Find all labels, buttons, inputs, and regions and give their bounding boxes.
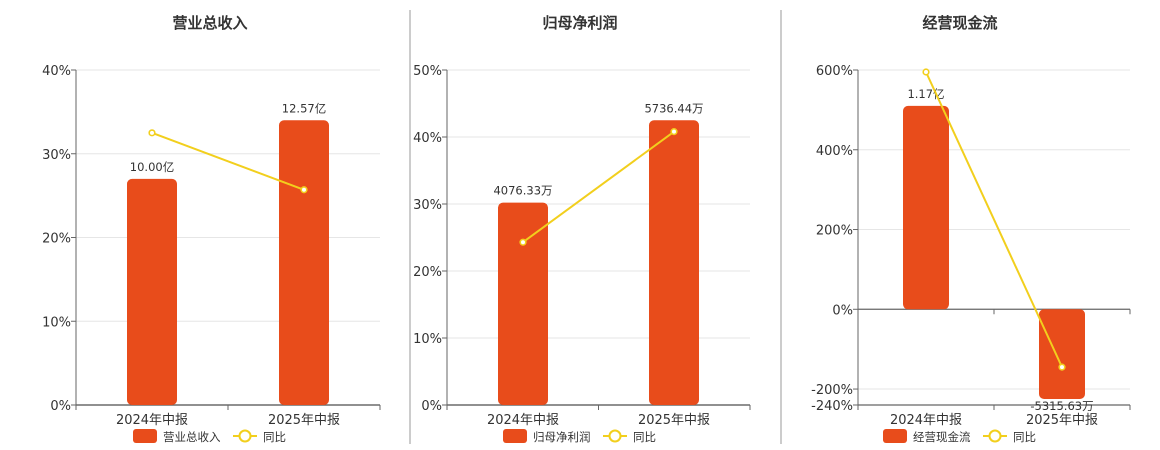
category-label: 2024年中报 (116, 413, 188, 428)
y-tick-label: 20% (413, 265, 442, 280)
yoy-point (1058, 363, 1066, 371)
bar (498, 202, 548, 405)
bar-data-label: 10.00亿 (130, 160, 174, 174)
yoy-point (148, 129, 156, 137)
chart-title: 归母净利润 (542, 14, 617, 32)
bar (1039, 309, 1085, 400)
legend-line-marker (988, 429, 1002, 443)
yoy-point (670, 128, 678, 136)
y-tick-label: 200% (816, 224, 853, 239)
chart-panel-2: 归母净利润 50% 40% 30% 20% 10% 0% 2024年中报 2025年中报 4076… (413, 14, 751, 444)
chart-title: 经营现金流 (922, 14, 997, 32)
bar (127, 178, 177, 405)
category-label: 2025年中报 (268, 413, 340, 428)
y-tick-label: 20% (42, 232, 71, 247)
yoy-line (522, 130, 675, 243)
category-label: 2025年中报 (1026, 413, 1098, 428)
y-tick-label: 40% (42, 64, 71, 79)
bar-data-label: -5315.63万 (1030, 399, 1093, 413)
chart-title: 营业总收入 (172, 14, 247, 32)
bar-data-label: 4076.33万 (493, 184, 552, 198)
category-label: 2024年中报 (890, 413, 962, 428)
yoy-line (925, 71, 1063, 368)
y-tick-label: 10% (413, 332, 442, 347)
legend-line-label: 同比 (633, 430, 656, 444)
chart-panel-1: 营业总收入 40% 30% 20% 10% 0% 2024年中报 2025年中报 10.00亿 1… (42, 14, 381, 444)
y-tick-label: 40% (413, 131, 442, 146)
y-tick-label: 30% (413, 198, 442, 213)
chart-panel-3: 经营现金流 600% 400% 200% 0% -200%-240% 2024年中报 2025… (811, 14, 1131, 444)
y-tick-label: 50% (413, 64, 442, 79)
y-tick-label: 10% (42, 315, 71, 330)
bar (903, 105, 949, 310)
legend-line-label: 同比 (1013, 430, 1036, 444)
legend-line-marker (238, 429, 252, 443)
yoy-point (300, 186, 308, 194)
legend-bar-swatch (883, 429, 907, 443)
y-tick-label: 400% (816, 144, 853, 159)
bar-data-label: 5736.44万 (644, 101, 703, 115)
y-tick-label: 0% (50, 399, 71, 414)
legend-bar-label: 营业总收入 (163, 430, 221, 444)
bar-data-label: 12.57亿 (282, 101, 326, 115)
y-tick-label: 30% (42, 148, 71, 163)
bar (649, 120, 699, 405)
category-label: 2025年中报 (638, 413, 710, 428)
yoy-line (151, 131, 305, 191)
category-label: 2024年中报 (487, 413, 559, 428)
yoy-point (519, 238, 527, 246)
legend-line-marker (608, 429, 622, 443)
y-tick-label: 0% (832, 303, 853, 318)
legend-line-label: 同比 (263, 430, 286, 444)
y-tick-label: 600% (816, 64, 853, 79)
legend-bar-swatch (133, 429, 157, 443)
yoy-point (922, 68, 930, 76)
legend-bar-label: 归母净利润 (533, 430, 591, 444)
y-tick-label: -240% (811, 399, 853, 414)
y-tick-label: 0% (421, 399, 442, 414)
legend-bar-label: 经营现金流 (913, 430, 971, 444)
bar (279, 120, 329, 405)
y-tick-label: -200% (811, 383, 853, 398)
legend-bar-swatch (503, 429, 527, 443)
